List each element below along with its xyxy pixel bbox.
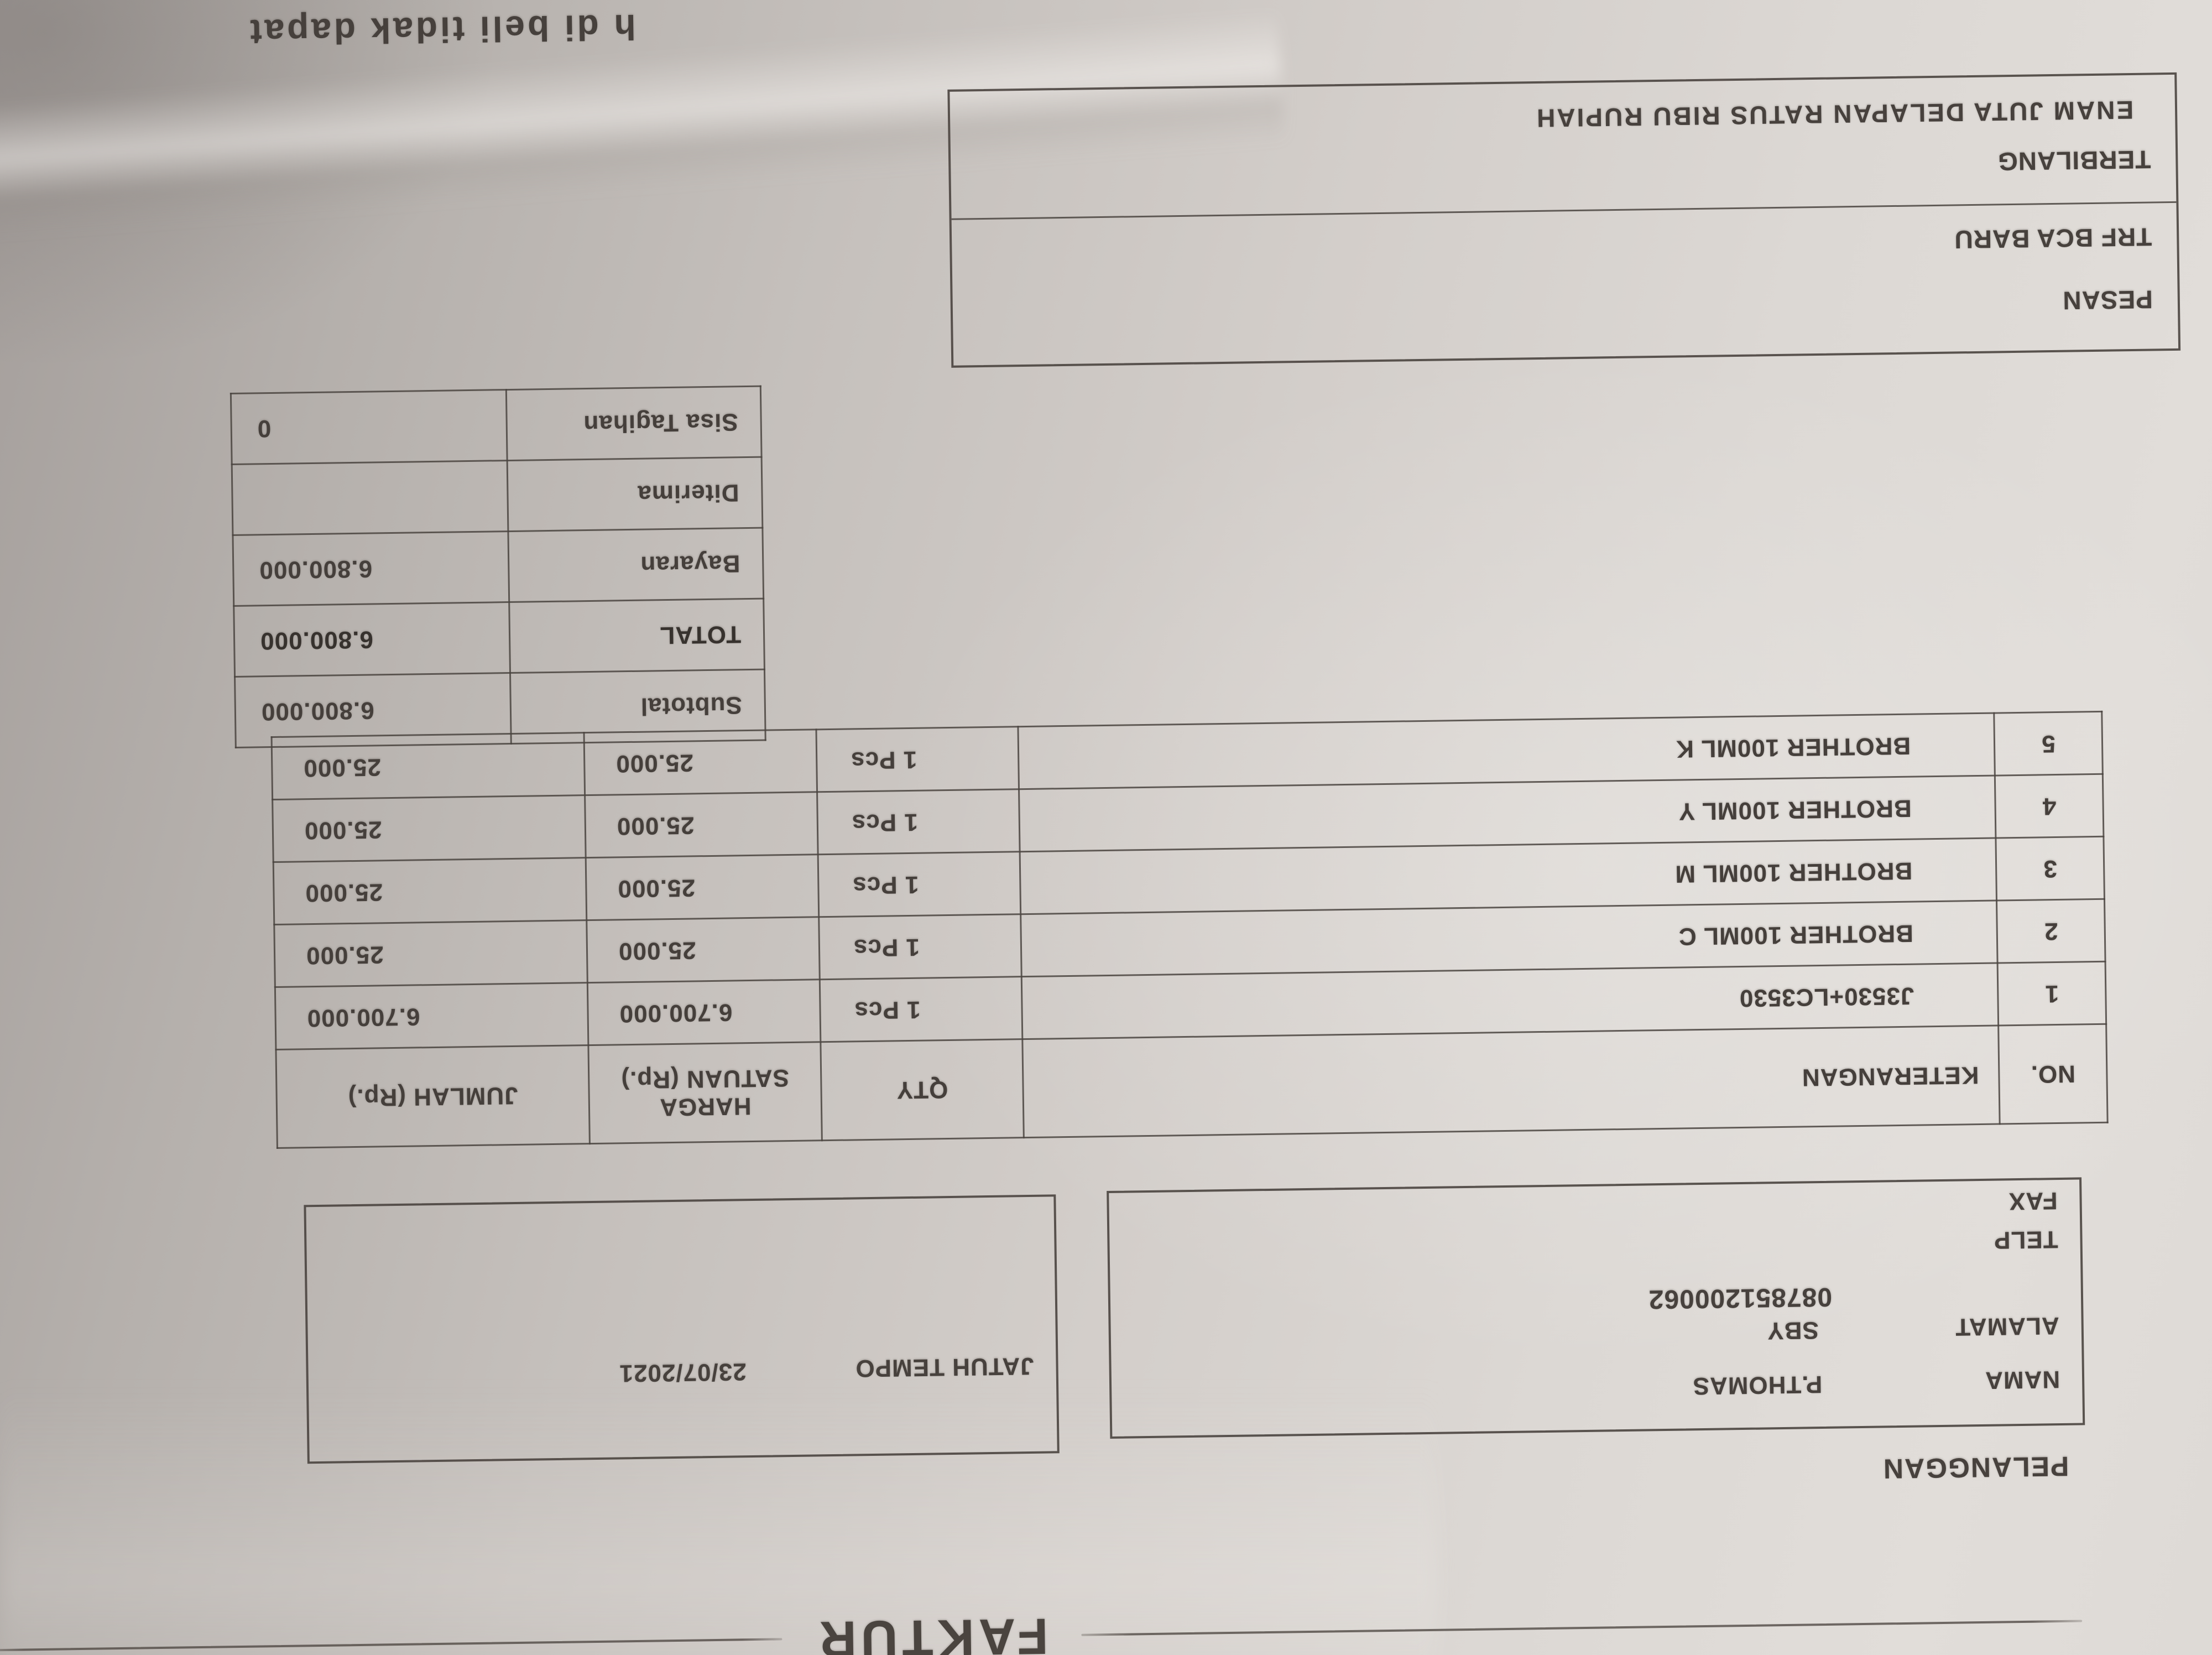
title-rule-right [0, 1638, 782, 1652]
customer-heading: PELANGGAN [1882, 1450, 2069, 1485]
sisa-tagihan-label: Sisa Tagihan [506, 386, 762, 461]
item-jumlah: 25.000 [274, 920, 588, 987]
bayaran-label: Bayaran [508, 528, 764, 602]
nama-label: NAMA [1984, 1366, 2060, 1394]
item-jumlah: 6.700.000 [275, 982, 588, 1050]
bayaran-value: 6.800.000 [232, 531, 509, 606]
terbilang-label: TERBILANG [1997, 145, 2151, 176]
document-title-row: FAKTUR [0, 1592, 2083, 1655]
pesan-value: TRF BCA BARU [1954, 222, 2152, 254]
subtotal-label: Subtotal [510, 669, 766, 744]
telp-label: TELP [1993, 1226, 2058, 1254]
totals-table-wrap: Subtotal 6.800.000 TOTAL 6.800.000 Bayar… [230, 386, 766, 748]
pesan-label: PESAN [2062, 285, 2153, 315]
item-qty: 1 Pcs [818, 914, 1022, 980]
subtotal-value: 6.800.000 [234, 673, 512, 748]
header-no: NO. [1998, 1024, 2108, 1124]
total-row: TOTAL 6.800.000 [233, 598, 765, 677]
subtotal-row: Subtotal 6.800.000 [234, 669, 766, 748]
item-no: 5 [1994, 711, 2103, 776]
phone-value: 087851200062 [1648, 1282, 1833, 1314]
diterima-label: Diterima [507, 457, 763, 532]
jatuh-tempo-label: JATUH TEMPO [855, 1352, 1034, 1382]
message-box-divider [951, 201, 2177, 220]
item-no: 1 [1997, 961, 2106, 1026]
header-jumlah: JUMLAH (Rp.) [275, 1045, 590, 1148]
diterima-row: Diterima [232, 457, 763, 535]
message-box: PESAN TRF BCA BARU TERBILANG ENAM JUTA D… [947, 72, 2181, 368]
total-label: TOTAL [509, 598, 765, 673]
item-jumlah: 25.000 [273, 857, 587, 925]
bayaran-row: Bayaran 6.800.000 [232, 528, 764, 606]
alamat-value: SBY [1766, 1316, 1819, 1345]
sisa-tagihan-value: 0 [231, 389, 508, 465]
alamat-label: ALAMAT [1954, 1312, 2060, 1341]
totals-table: Subtotal 6.800.000 TOTAL 6.800.000 Bayar… [230, 386, 766, 748]
header-harga-satuan: HARGA SATUAN (Rp.) [588, 1042, 822, 1144]
item-harga: 25.000 [586, 854, 819, 920]
item-qty: 1 Pcs [820, 976, 1022, 1042]
diterima-value [232, 460, 508, 535]
header-keterangan: KETERANGAN [1022, 1026, 2000, 1138]
header-harga-line1: HARGA [659, 1092, 752, 1121]
item-no: 2 [1996, 899, 2106, 964]
items-table: NO. KETERANGAN QTY HARGA SATUAN (Rp.) JU… [271, 711, 2109, 1149]
fax-label: FAX [2008, 1187, 2058, 1215]
item-no: 4 [1995, 774, 2104, 839]
paper-sheen [0, 1383, 1438, 1655]
item-qty: 1 Pcs [817, 789, 1020, 855]
item-jumlah: 25.000 [272, 795, 586, 862]
sisa-tagihan-row: Sisa Tagihan 0 [231, 386, 762, 465]
customer-box: NAMA P.THOMAS ALAMAT SBY 087851200062 TE… [1107, 1177, 2085, 1439]
header-qty: QTY [820, 1039, 1024, 1141]
terbilang-value: ENAM JUTA DELAPAN RATUS RIBU RUPIAH [1535, 95, 2134, 133]
header-harga-line2: SATUAN (Rp.) [620, 1064, 790, 1094]
item-harga: 25.000 [585, 792, 818, 858]
item-qty: 1 Pcs [818, 851, 1021, 917]
item-harga: 25.000 [586, 917, 820, 983]
footer-disclaimer-fragment: h di beli tidak dapat [247, 7, 637, 53]
item-no: 3 [1995, 836, 2105, 901]
jatuh-tempo-value: 23/07/2021 [619, 1358, 747, 1387]
due-date-box: JATUH TEMPO 23/07/2021 [304, 1194, 1060, 1464]
title-rule-left [1081, 1620, 2083, 1637]
item-qty: 1 Pcs [816, 726, 1019, 792]
total-value: 6.800.000 [233, 602, 510, 677]
nama-value: P.THOMAS [1692, 1371, 1823, 1400]
item-harga: 6.700.000 [587, 979, 821, 1045]
items-table-wrap: NO. KETERANGAN QTY HARGA SATUAN (Rp.) JU… [271, 711, 2109, 1149]
document-title: FAKTUR [815, 1607, 1049, 1655]
